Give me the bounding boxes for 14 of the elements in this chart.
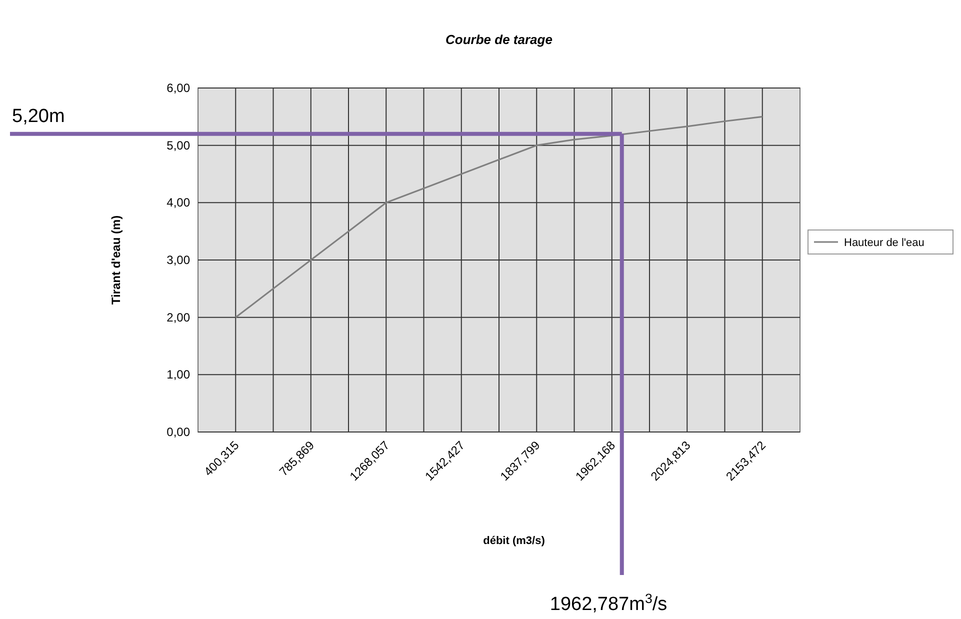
y-tick-label: 6,00: [166, 81, 190, 95]
line-series: [234, 116, 764, 318]
y-axis-title: Tirant d'eau (m): [109, 215, 123, 305]
y-tick-label: 0,00: [166, 425, 190, 439]
y-tick-label: 4,00: [166, 196, 190, 210]
chart-title: Courbe de tarage: [446, 32, 552, 47]
y-tick-label: 2,00: [166, 310, 190, 324]
x-axis-title: débit (m3/s): [483, 535, 546, 547]
y-tick-label: 1,00: [166, 368, 190, 382]
y-tick-label: 5,00: [166, 138, 190, 152]
ref-line-label: 5,20m: [12, 106, 65, 127]
y-tick-label: 3,00: [166, 253, 190, 267]
legend-label: Hauteur de l'eau: [844, 237, 924, 249]
ref-line-label: 1962,787m$^{3}$/s: [550, 590, 668, 615]
